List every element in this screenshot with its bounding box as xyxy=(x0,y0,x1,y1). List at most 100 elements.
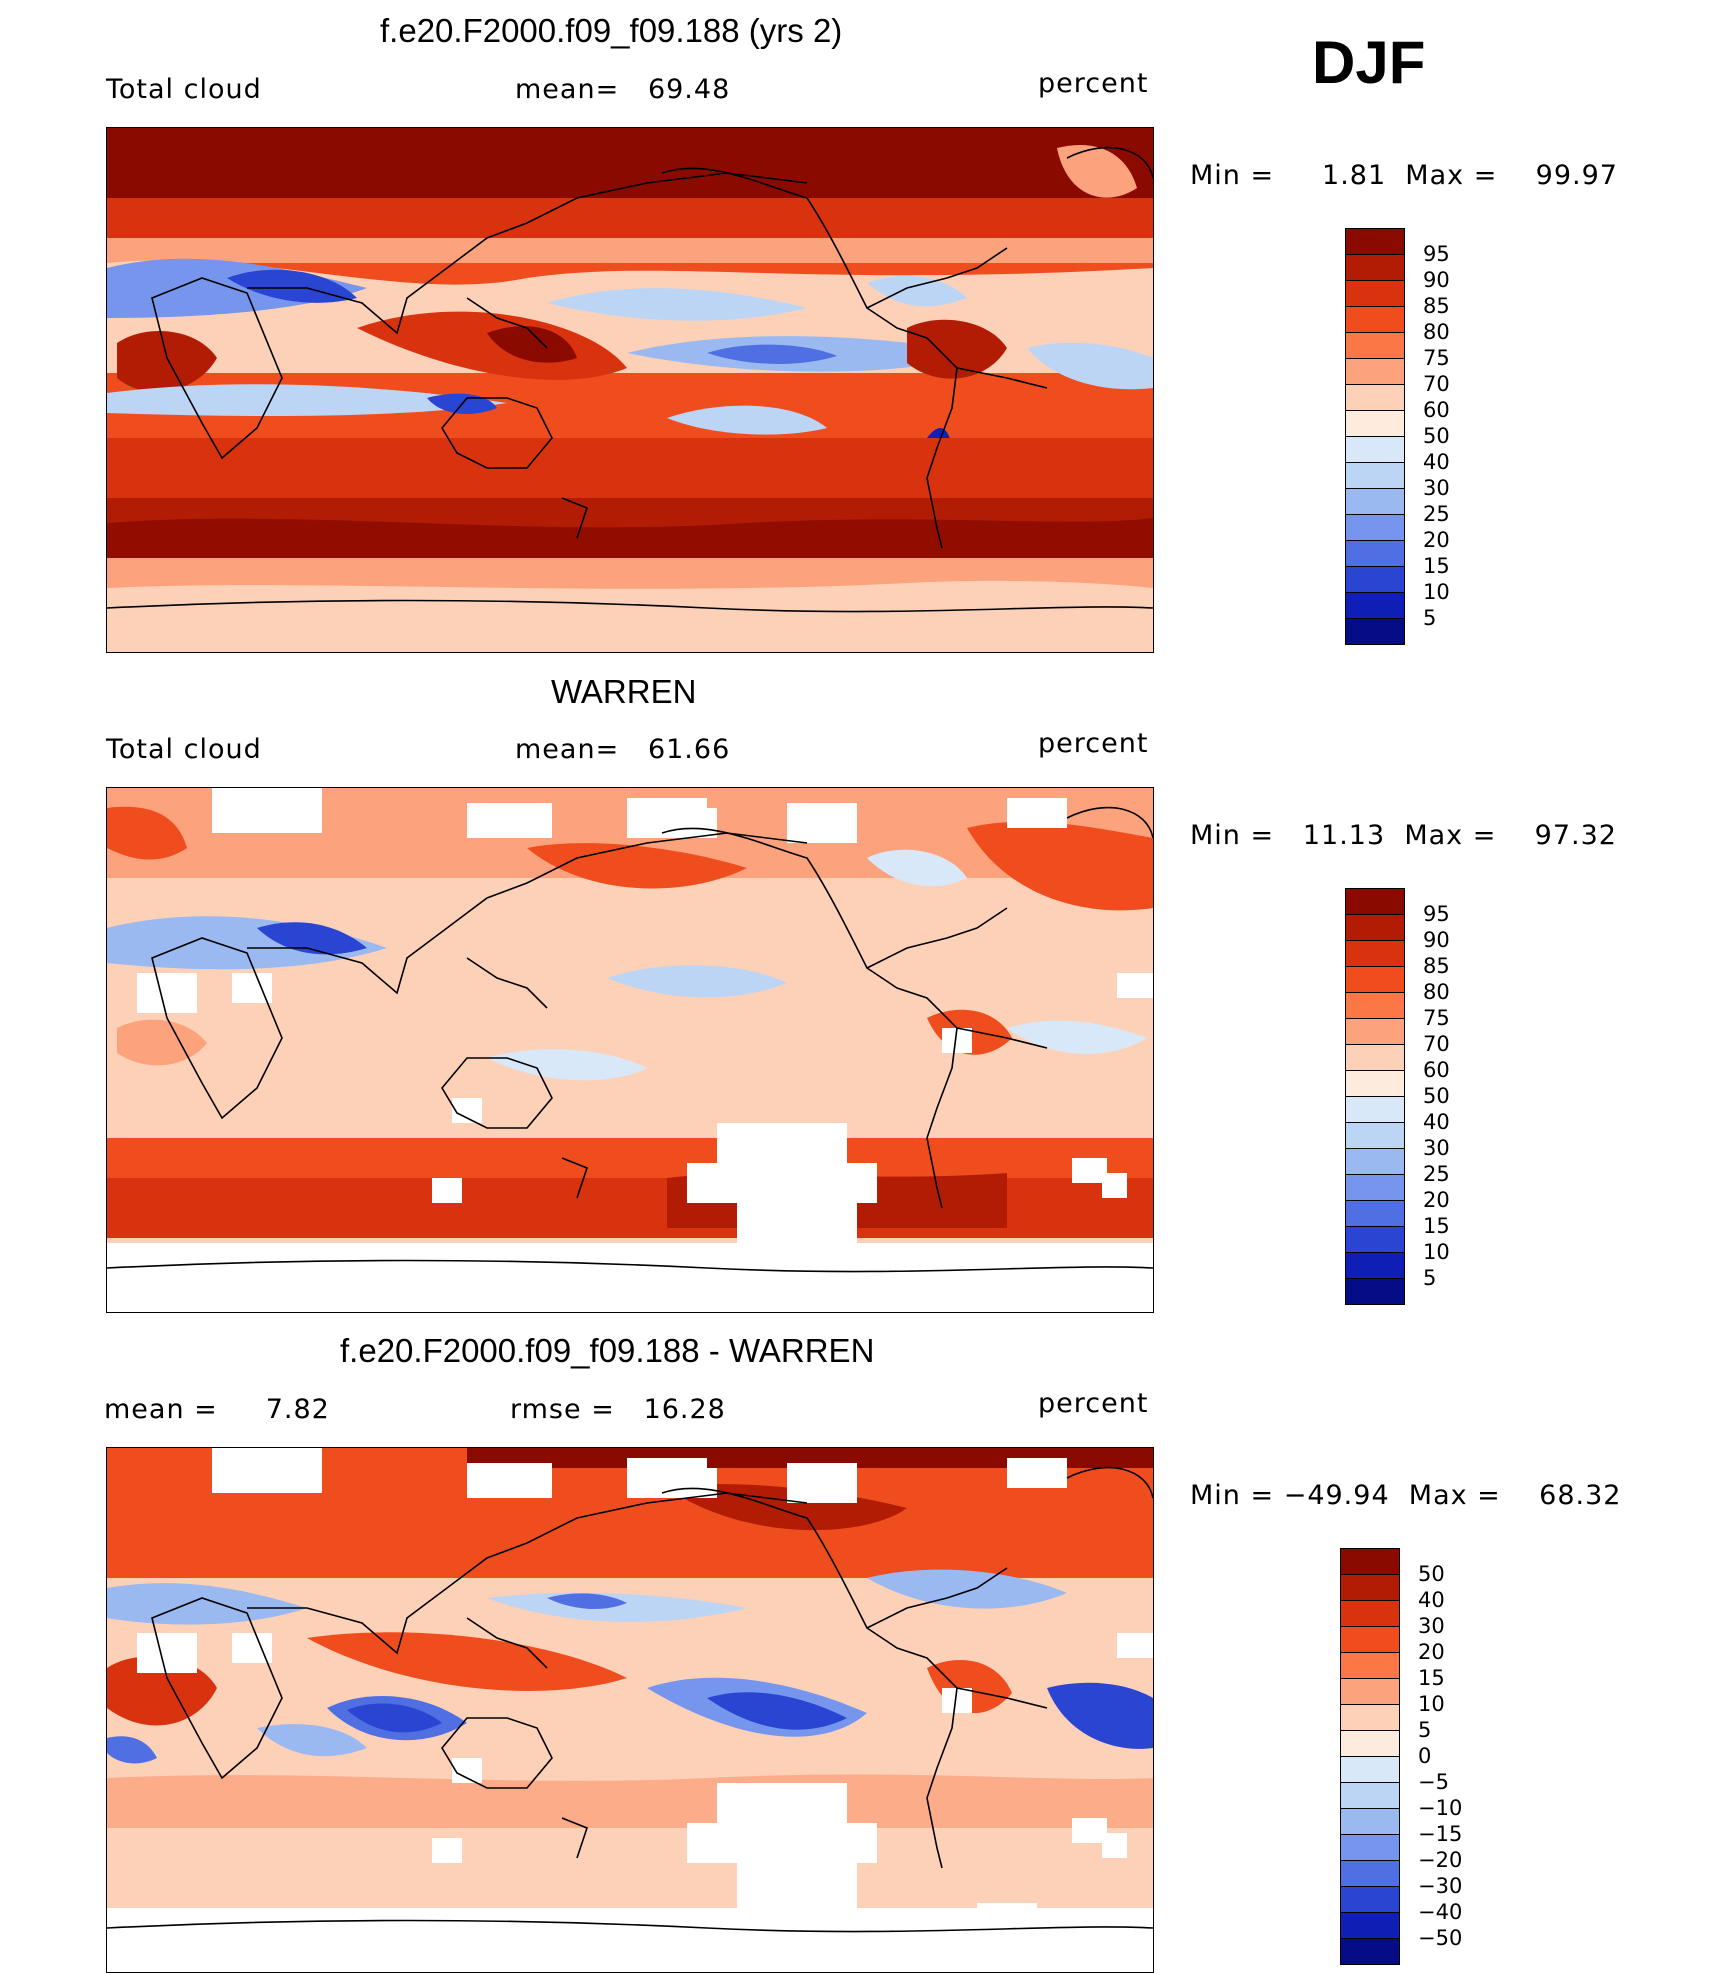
colorbar-swatch xyxy=(1340,1938,1400,1965)
colorbar-swatch xyxy=(1340,1730,1400,1757)
colorbar-tick-label: 75 xyxy=(1423,346,1450,370)
colorbar-swatch xyxy=(1340,1574,1400,1601)
colorbar-swatch xyxy=(1340,1600,1400,1627)
colorbar-tick-label: 50 xyxy=(1423,424,1450,448)
colorbar-swatch xyxy=(1345,462,1405,489)
colorbar-swatch xyxy=(1345,1044,1405,1071)
units-label-model: percent xyxy=(1038,68,1149,99)
colorbar-swatch xyxy=(1345,914,1405,941)
colorbar-swatch xyxy=(1345,1226,1405,1253)
colorbar-tick-label: 0 xyxy=(1418,1744,1432,1768)
colorbar-tick-label: 60 xyxy=(1423,398,1450,422)
panel-title-model: f.e20.F2000.f09_f09.188 (yrs 2) xyxy=(380,12,843,49)
colorbar-tick-label: 15 xyxy=(1418,1666,1445,1690)
colorbar-swatch xyxy=(1345,1200,1405,1227)
colorbar-tick-label: 60 xyxy=(1423,1058,1450,1082)
colorbar-swatch xyxy=(1340,1652,1400,1679)
colorbar-tick-label: 80 xyxy=(1423,320,1450,344)
colorbar-swatch xyxy=(1345,1018,1405,1045)
colorbar-tick-label: −20 xyxy=(1418,1848,1463,1872)
colorbar-swatch xyxy=(1340,1626,1400,1653)
colorbar-swatch xyxy=(1340,1860,1400,1887)
mean-label-obs: mean= 61.66 xyxy=(515,734,731,765)
colorbar-tick-label: −40 xyxy=(1418,1900,1463,1924)
colorbar-tick-label: 15 xyxy=(1423,554,1450,578)
colorbar-swatch xyxy=(1340,1886,1400,1913)
colorbar-tick-label: −50 xyxy=(1418,1926,1463,1950)
colorbar-tick-label: 5 xyxy=(1423,1266,1437,1290)
colorbar-tick-label: 30 xyxy=(1423,1136,1450,1160)
colorbar-tick-label: 10 xyxy=(1418,1692,1445,1716)
colorbar-swatch xyxy=(1345,1070,1405,1097)
colorbar-tick-label: 20 xyxy=(1418,1640,1445,1664)
colorbar-swatch xyxy=(1345,940,1405,967)
colorbar-swatch xyxy=(1345,306,1405,333)
colorbar-tick-label: 95 xyxy=(1423,242,1450,266)
map-panel-diff xyxy=(106,1447,1154,1973)
colorbar-tick-label: −15 xyxy=(1418,1822,1463,1846)
colorbar-swatch xyxy=(1340,1782,1400,1809)
mean-label-diff: mean = 7.82 xyxy=(104,1394,330,1425)
colorbar-tick-label: 50 xyxy=(1418,1562,1445,1586)
colorbar-swatch xyxy=(1345,228,1405,255)
map-panel-model xyxy=(106,127,1154,653)
colorbar-tick-label: 70 xyxy=(1423,372,1450,396)
colorbar-swatch xyxy=(1345,592,1405,619)
colorbar-swatch xyxy=(1345,514,1405,541)
colorbar-swatch xyxy=(1345,254,1405,281)
colorbar-swatch xyxy=(1345,358,1405,385)
colorbar-swatch xyxy=(1345,540,1405,567)
colorbar-tick-label: 40 xyxy=(1418,1588,1445,1612)
colorbar-swatch xyxy=(1345,966,1405,993)
colorbar-swatch xyxy=(1345,888,1405,915)
colorbar-swatch xyxy=(1340,1756,1400,1783)
panel-title-diff: f.e20.F2000.f09_f09.188 - WARREN xyxy=(340,1332,875,1369)
mean-label-model: mean= 69.48 xyxy=(515,74,731,105)
colorbar-tick-label: 85 xyxy=(1423,294,1450,318)
colorbar-tick-label: −30 xyxy=(1418,1874,1463,1898)
colorbar-swatch xyxy=(1345,280,1405,307)
units-label-obs: percent xyxy=(1038,728,1149,759)
colorbar-swatch xyxy=(1340,1912,1400,1939)
colorbar-swatch xyxy=(1340,1808,1400,1835)
colorbar-swatch xyxy=(1340,1834,1400,1861)
colorbar-swatch xyxy=(1345,1096,1405,1123)
colorbar-tick-label: 70 xyxy=(1423,1032,1450,1056)
colorbar-tick-label: 50 xyxy=(1423,1084,1450,1108)
minmax-label-diff: Min = −49.94 Max = 68.32 xyxy=(1190,1480,1622,1511)
colorbar-swatch xyxy=(1345,1252,1405,1279)
colorbar-tick-label: 25 xyxy=(1423,1162,1450,1186)
colorbar-tick-label: 90 xyxy=(1423,928,1450,952)
colorbar-tick-label: 30 xyxy=(1423,476,1450,500)
colorbar-swatch xyxy=(1345,384,1405,411)
colorbar-swatch xyxy=(1345,488,1405,515)
colorbar-tick-label: −10 xyxy=(1418,1796,1463,1820)
colorbar-tick-label: 10 xyxy=(1423,1240,1450,1264)
colorbar-swatch xyxy=(1345,410,1405,437)
colorbar-tick-label: 80 xyxy=(1423,980,1450,1004)
colorbar-tick-label: 15 xyxy=(1423,1214,1450,1238)
colorbar-tick-label: 5 xyxy=(1418,1718,1432,1742)
colorbar-tick-label: 30 xyxy=(1418,1614,1445,1638)
colorbar-swatch xyxy=(1340,1678,1400,1705)
colorbar-tick-label: 5 xyxy=(1423,606,1437,630)
colorbar-swatch xyxy=(1345,1174,1405,1201)
colorbar-tick-label: 25 xyxy=(1423,502,1450,526)
colorbar-tick-label: 20 xyxy=(1423,1188,1450,1212)
colorbar-tick-label: −5 xyxy=(1418,1770,1449,1794)
colorbar-swatch xyxy=(1340,1548,1400,1575)
minmax-label-model: Min = 1.81 Max = 99.97 xyxy=(1190,160,1618,191)
colorbar-swatch xyxy=(1345,1122,1405,1149)
colorbar-swatch xyxy=(1345,436,1405,463)
colorbar-tick-label: 10 xyxy=(1423,580,1450,604)
colorbar-tick-label: 90 xyxy=(1423,268,1450,292)
map-panel-obs xyxy=(106,787,1154,1313)
colorbar-swatch xyxy=(1345,566,1405,593)
colorbar-tick-label: 20 xyxy=(1423,528,1450,552)
colorbar-swatch xyxy=(1345,618,1405,645)
colorbar-swatch xyxy=(1345,992,1405,1019)
panel-title-obs: WARREN xyxy=(551,673,697,710)
variable-label-obs: Total cloud xyxy=(106,734,262,765)
season-label: DJF xyxy=(1312,29,1426,96)
colorbar-swatch xyxy=(1345,332,1405,359)
